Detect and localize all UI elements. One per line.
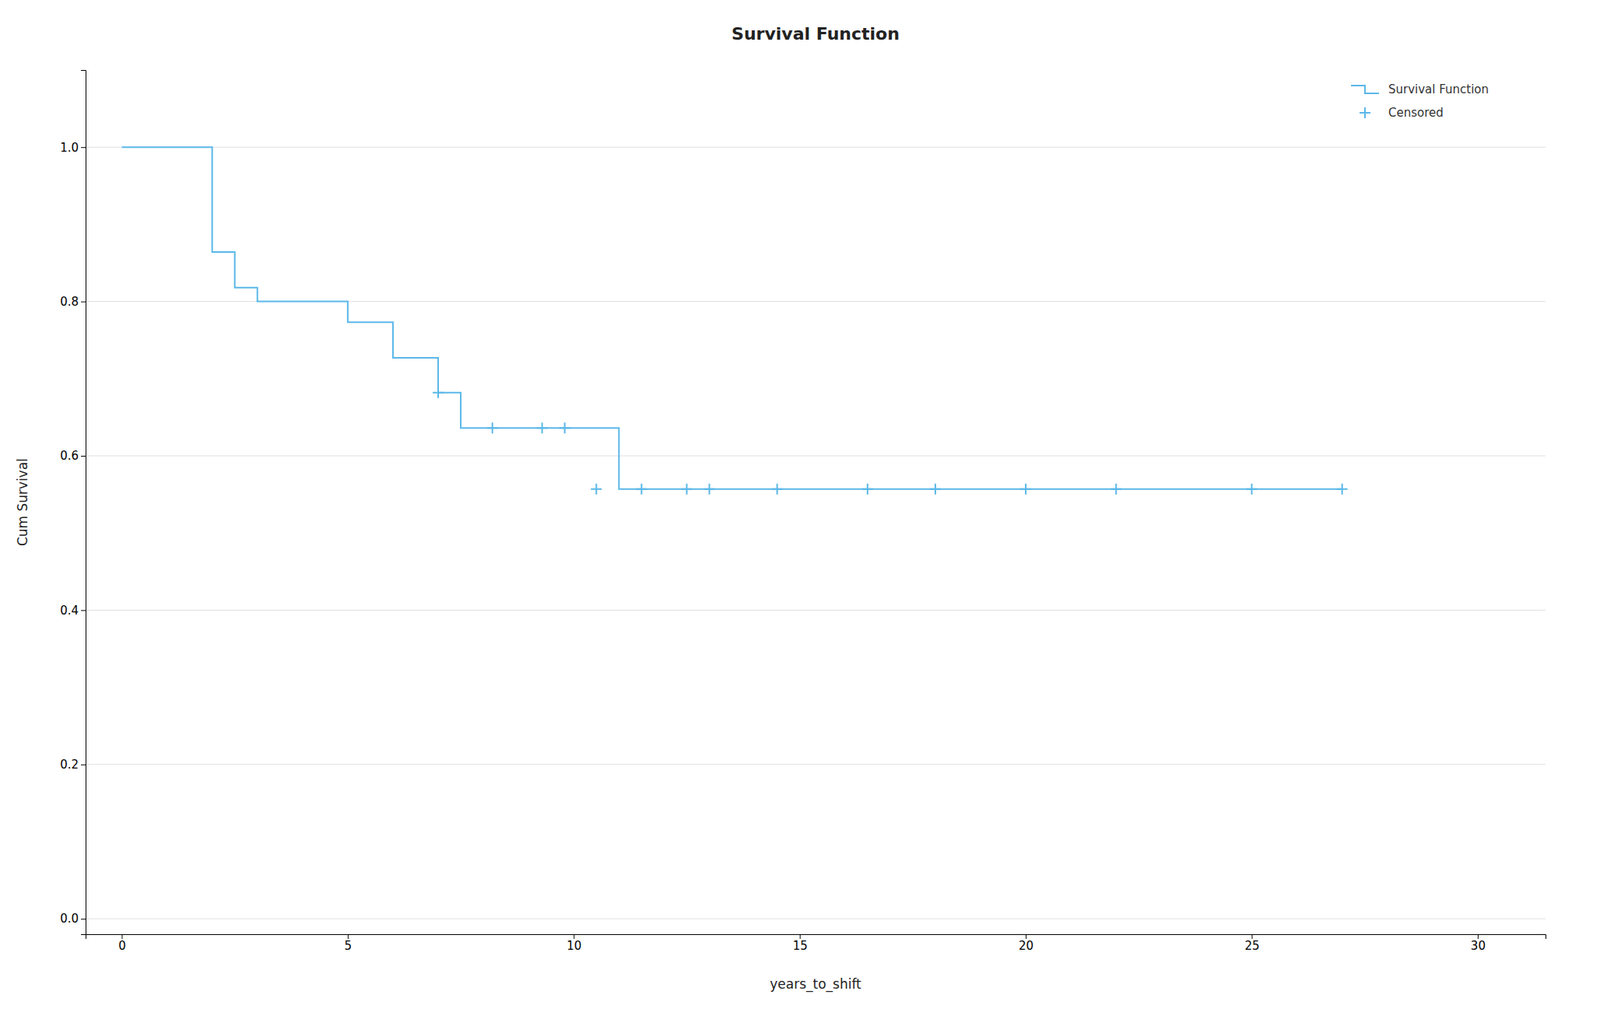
censored-mark [680,484,692,495]
legend-symbol [1359,107,1371,119]
x-tick-label: 10 [566,939,582,954]
censored-marks [432,387,1348,495]
y-tick-label: 0.8 [59,294,79,309]
chart: 0 5 10 15 20 25 30 0.0 0.2 0.4 0.6 0.8 1.0 Survival F… [0,0,1600,1012]
x-tick-label: 20 [1018,939,1034,954]
x-tick: 0 [118,934,127,954]
grid-line [85,455,1546,457]
censored-mark [487,422,499,434]
censored-mark [1245,484,1257,495]
censored-mark [1110,484,1122,495]
legend-label: Censored [1388,105,1444,120]
grid-line [85,610,1546,611]
title: Survival Function [731,24,900,44]
plot: 0 5 10 15 20 25 30 0.0 0.2 0.4 0.6 0.8 1.0 Survival F… [59,70,1546,954]
x-tick: 25 [1244,934,1260,954]
y-tick-mark [80,147,86,148]
x-tick-label: 25 [1244,939,1260,954]
y-tick: 1.0 [59,140,86,155]
censored-mark [1336,484,1348,495]
x-tick: 15 [792,934,808,954]
y-axis: 0.0 0.2 0.4 0.6 0.8 1.0 [59,70,86,936]
y-tick-label: 0.0 [59,912,79,927]
y-tick: 0.8 [59,294,86,309]
censored-mark [559,422,571,434]
censored-mark [536,422,548,434]
y-tick-mark [80,456,86,457]
censored-mark [771,484,783,495]
legend: Survival Function Censored [1350,82,1489,120]
x-tick: 5 [344,934,353,954]
x-tick: 30 [1470,934,1486,954]
grid-line [85,147,1546,148]
x-axis: 0 5 10 15 20 25 30 [86,934,1547,954]
y-tick-mark [80,610,86,611]
x-axis-title: years_to_shift [769,976,862,993]
x-tick-label: 30 [1470,939,1486,954]
legend-label: Survival Function [1388,82,1489,97]
y-tick-label: 1.0 [59,140,79,155]
x-tick-label: 0 [118,939,127,954]
grid-line [85,764,1546,765]
x-tick-label: 15 [792,939,808,954]
censored-mark [704,484,716,495]
y-tick: 0.6 [59,449,86,464]
legend-item: Censored [1359,105,1444,120]
censored-mark [862,484,874,495]
y-tick: 0.0 [59,912,86,927]
marks [121,147,1348,495]
y-tick-label: 0.4 [59,603,79,618]
grid-line [85,919,1546,920]
survival-line [121,147,1342,489]
y-tick-label: 0.6 [59,449,79,464]
y-axis-title: Cum Survival [14,458,31,547]
legend-symbol [1350,85,1379,94]
y-tick-label: 0.2 [59,757,79,772]
censored-mark [929,484,941,495]
x-tick-label: 5 [344,939,353,954]
x-tick: 10 [566,934,582,954]
y-tick: 0.2 [59,757,86,772]
x-tick: 20 [1018,934,1034,954]
y-tick-mark [80,301,86,303]
legend-item: Survival Function [1350,82,1489,97]
y-tick-mark [80,919,86,920]
y-axis-line [80,70,87,936]
censored-mark [590,484,602,495]
y-tick-mark [80,764,86,766]
x-axis-line [86,935,1547,941]
y-tick: 0.4 [59,603,86,618]
censored-mark [432,387,444,399]
censored-mark [635,484,647,495]
censored-mark [1020,484,1032,495]
y-grid [85,147,1546,920]
